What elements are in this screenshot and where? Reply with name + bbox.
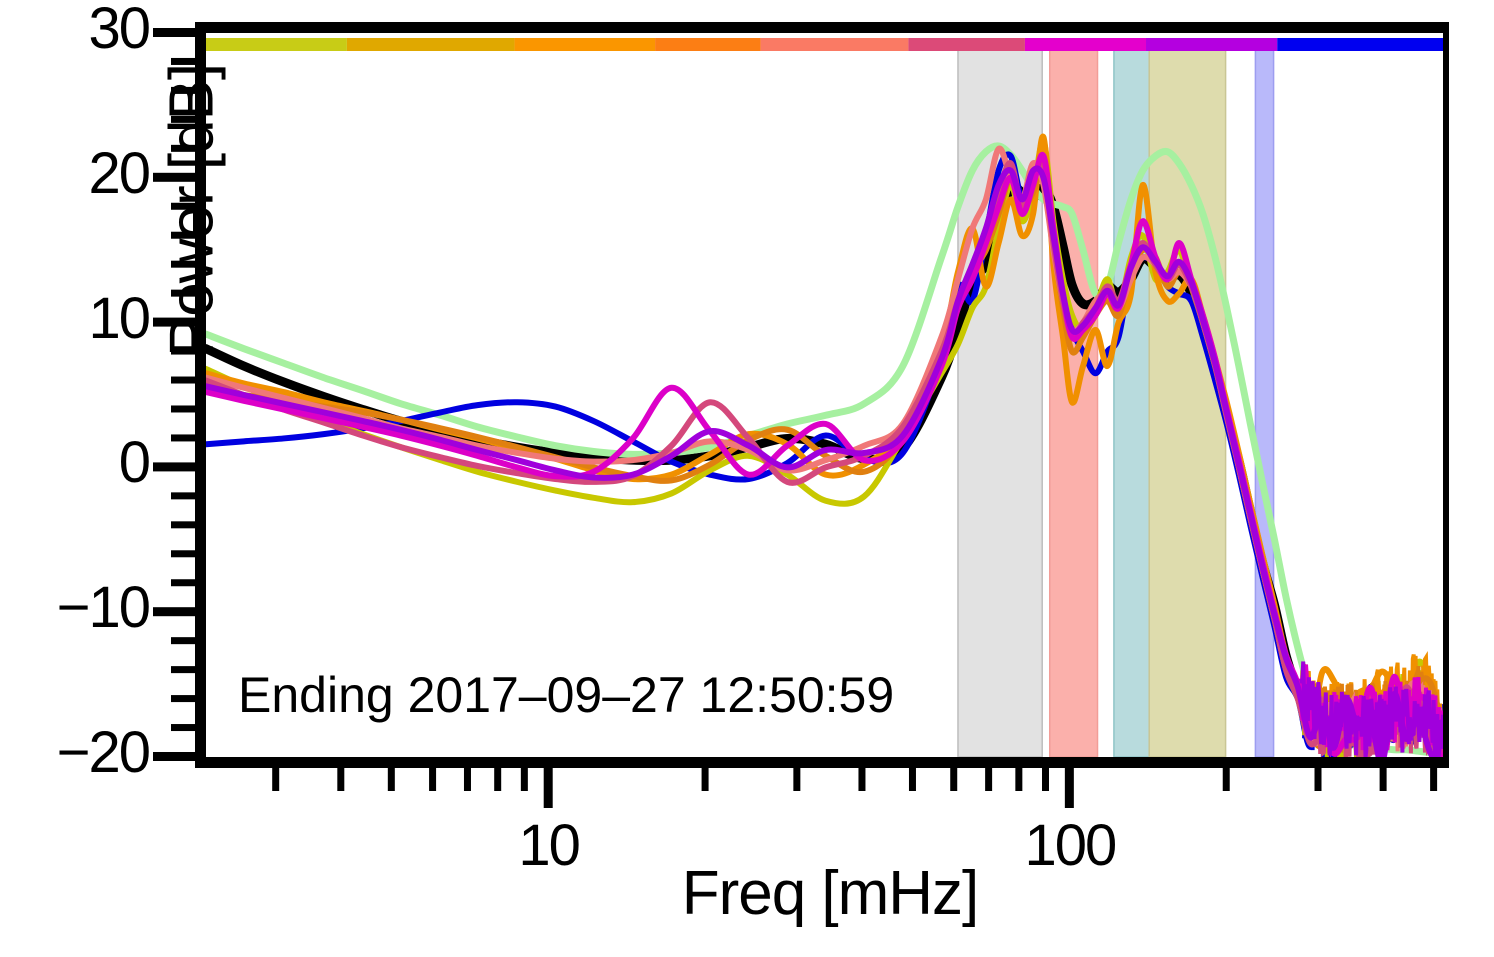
x-tick-minor xyxy=(429,768,437,791)
y-tick-label: 20 xyxy=(88,140,151,206)
y-tick-label: 10 xyxy=(88,285,151,351)
y-tick-label: −10 xyxy=(56,575,151,641)
colorbar-segment-4 xyxy=(760,38,909,51)
colorbar-segment-8 xyxy=(1277,38,1443,51)
y-tick-minor xyxy=(171,289,195,297)
colorbar-segment-7 xyxy=(1146,38,1278,51)
curves-group xyxy=(206,133,1443,757)
y-tick-label: 0 xyxy=(118,430,151,496)
y-axis-label: Power [dB] xyxy=(157,63,227,358)
x-tick-minor xyxy=(1379,768,1387,791)
y-tick-minor xyxy=(171,434,195,442)
y-tick-major xyxy=(153,752,195,761)
y-tick-minor xyxy=(171,405,195,413)
y-tick-major xyxy=(153,317,195,327)
x-tick-minor xyxy=(701,768,709,791)
y-tick-major xyxy=(153,462,195,472)
y-tick-label: −20 xyxy=(56,720,151,785)
y-tick-minor xyxy=(171,260,195,268)
y-tick-minor xyxy=(171,550,195,558)
axis-spine-right xyxy=(1443,22,1449,768)
colorbar-segment-3 xyxy=(655,38,761,51)
band-lavender xyxy=(1254,44,1275,758)
x-tick-major xyxy=(543,768,553,808)
y-tick-minor xyxy=(171,724,195,732)
x-tick-minor xyxy=(1042,768,1050,791)
y-tick-minor xyxy=(171,695,195,703)
x-tick-minor xyxy=(337,768,345,791)
y-tick-minor xyxy=(171,202,195,210)
y-tick-minor xyxy=(171,637,195,645)
x-tick-minor xyxy=(985,768,993,791)
y-tick-minor xyxy=(171,231,195,239)
x-tick-minor xyxy=(1222,768,1230,791)
y-tick-major xyxy=(153,172,195,182)
colorbar-segment-2 xyxy=(514,38,656,51)
x-tick-minor xyxy=(950,768,958,791)
axis-spine-left xyxy=(195,22,206,768)
x-tick-minor xyxy=(1314,768,1322,791)
y-tick-minor xyxy=(171,144,195,152)
x-tick-label: 100 xyxy=(1024,813,1117,878)
y-tick-minor xyxy=(171,115,195,123)
y-tick-major xyxy=(153,28,195,37)
y-tick-minor xyxy=(171,57,195,65)
y-tick-major xyxy=(153,607,195,617)
x-tick-minor xyxy=(494,768,502,791)
ending-timestamp-annotation: Ending 2017‒09‒27 12:50:59 xyxy=(238,667,895,723)
x-tick-minor xyxy=(1430,768,1438,791)
axis-spine-top xyxy=(195,22,1449,33)
y-tick-minor xyxy=(171,376,195,384)
y-tick-minor xyxy=(171,492,195,500)
band-teal xyxy=(1113,44,1150,758)
x-tick-minor xyxy=(858,768,866,791)
y-tick-minor xyxy=(171,86,195,94)
y-tick-label: 30 xyxy=(88,0,151,61)
colorbar-segment-0 xyxy=(206,38,347,51)
plot-background xyxy=(206,33,1443,757)
x-tick-minor xyxy=(520,768,528,791)
y-tick-minor xyxy=(171,579,195,587)
x-tick-label: 10 xyxy=(518,813,581,878)
y-tick-minor xyxy=(171,666,195,674)
curve-noise-spectrum-purple xyxy=(1299,661,1443,757)
x-tick-minor xyxy=(908,768,916,791)
y-tick-minor xyxy=(171,347,195,355)
x-tick-minor xyxy=(387,768,395,791)
x-tick-minor xyxy=(793,768,801,791)
axis-spine-bottom xyxy=(195,757,1449,768)
x-tick-major xyxy=(1064,768,1074,808)
x-tick-minor xyxy=(463,768,471,791)
x-tick-minor xyxy=(1015,768,1023,791)
colorbar-segment-6 xyxy=(1024,38,1147,51)
x-axis-label: Freq [mHz] xyxy=(681,859,980,928)
x-tick-minor xyxy=(272,768,280,791)
colorbar-segment-1 xyxy=(346,38,515,51)
colorbar-segment-5 xyxy=(908,38,1025,51)
y-tick-minor xyxy=(171,521,195,529)
